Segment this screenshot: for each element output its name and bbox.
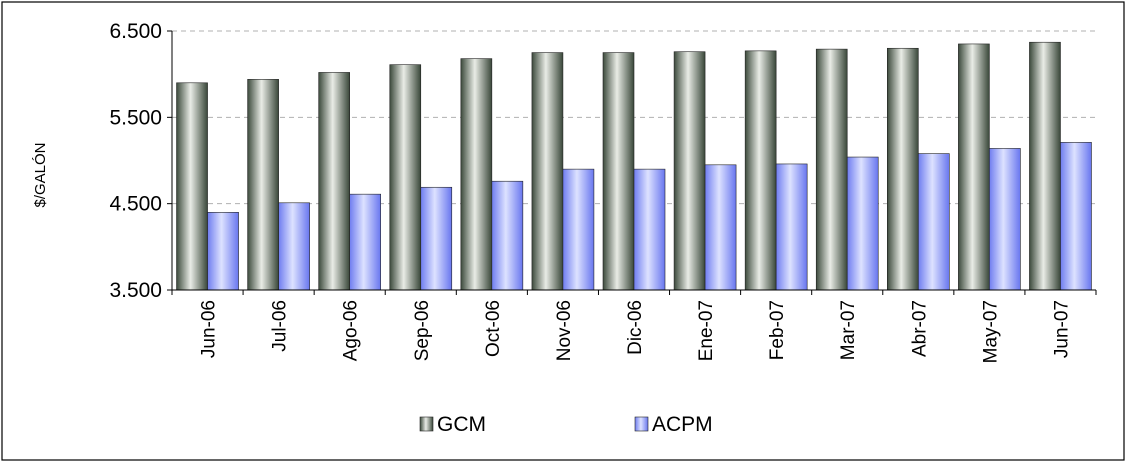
bar-acpm-dic-06 [633,168,666,291]
legend-swatch-acpm [634,416,649,432]
bar-acpm-nov-06 [562,168,595,291]
bar-acpm-sep-06 [420,186,453,291]
bar-gcm-jul-06 [247,79,279,291]
bar-acpm-may-07 [989,148,1021,291]
bar-gcm-jun-07 [1029,41,1061,291]
bar-acpm-oct-06 [491,180,524,291]
bar-gcm-nov-06 [531,52,564,291]
bar-gcm-oct-06 [460,58,493,291]
x-tick-label: Oct-06 [483,300,504,357]
axes [167,30,1097,295]
x-tick-label: Jun-07 [1051,300,1072,358]
x-tick-label: Ago-06 [341,300,362,361]
x-tick-label: Ene-07 [696,300,717,361]
bar-gcm-sep-06 [389,64,422,291]
bar-gcm-dic-06 [602,52,635,291]
x-tick-label: May-07 [980,300,1001,363]
x-tick-label: Jul-06 [270,300,291,352]
y-tick-label: 4.500 [109,193,162,216]
x-tick-label: Nov-06 [554,300,575,361]
bar-gcm-ene-07 [673,51,706,291]
x-tick-labels: Jun-06 Jul-06 Ago-06 Sep-06 Oct-06 Nov-06 Dic-… [199,300,1073,363]
bar-acpm-mar-07 [846,156,879,291]
x-tick-label: Dic-06 [625,300,646,355]
legend-label-acpm: ACPM [652,413,713,436]
bar-acpm-ene-07 [704,164,737,291]
y-tick-labels: 3.500 4.500 5.500 6.500 [109,20,162,302]
legend-swatch-gcm [419,416,434,432]
bar-gcm-jun-06 [176,82,208,291]
x-tick-label: Jun-06 [199,300,220,358]
legend-label-gcm: GCM [437,413,486,436]
bar-acpm-ago-06 [349,193,381,291]
x-tick-label: Mar-07 [838,300,859,360]
bars [176,41,1092,291]
bar-gcm-ago-06 [318,72,350,291]
x-tick-label: Abr-07 [909,300,930,357]
bar-acpm-jul-06 [278,202,310,291]
x-tick-label: Feb-07 [767,300,788,360]
bar-gcm-feb-07 [744,50,777,291]
bar-acpm-jun-07 [1060,142,1092,291]
bar-gcm-may-07 [958,43,990,291]
x-tick-label: Sep-06 [412,300,433,361]
legend: GCM ACPM [419,413,713,436]
bar-acpm-abr-07 [918,153,950,291]
bar-acpm-feb-07 [775,163,808,291]
y-tick-label: 6.500 [109,20,162,43]
bar-acpm-jun-06 [207,212,239,291]
y-axis-label: $/GALÓN [32,142,49,207]
y-tick-label: 5.500 [109,106,162,129]
y-tick-label: 3.500 [109,279,162,302]
bar-gcm-mar-07 [815,48,848,291]
bar-gcm-abr-07 [887,47,919,291]
